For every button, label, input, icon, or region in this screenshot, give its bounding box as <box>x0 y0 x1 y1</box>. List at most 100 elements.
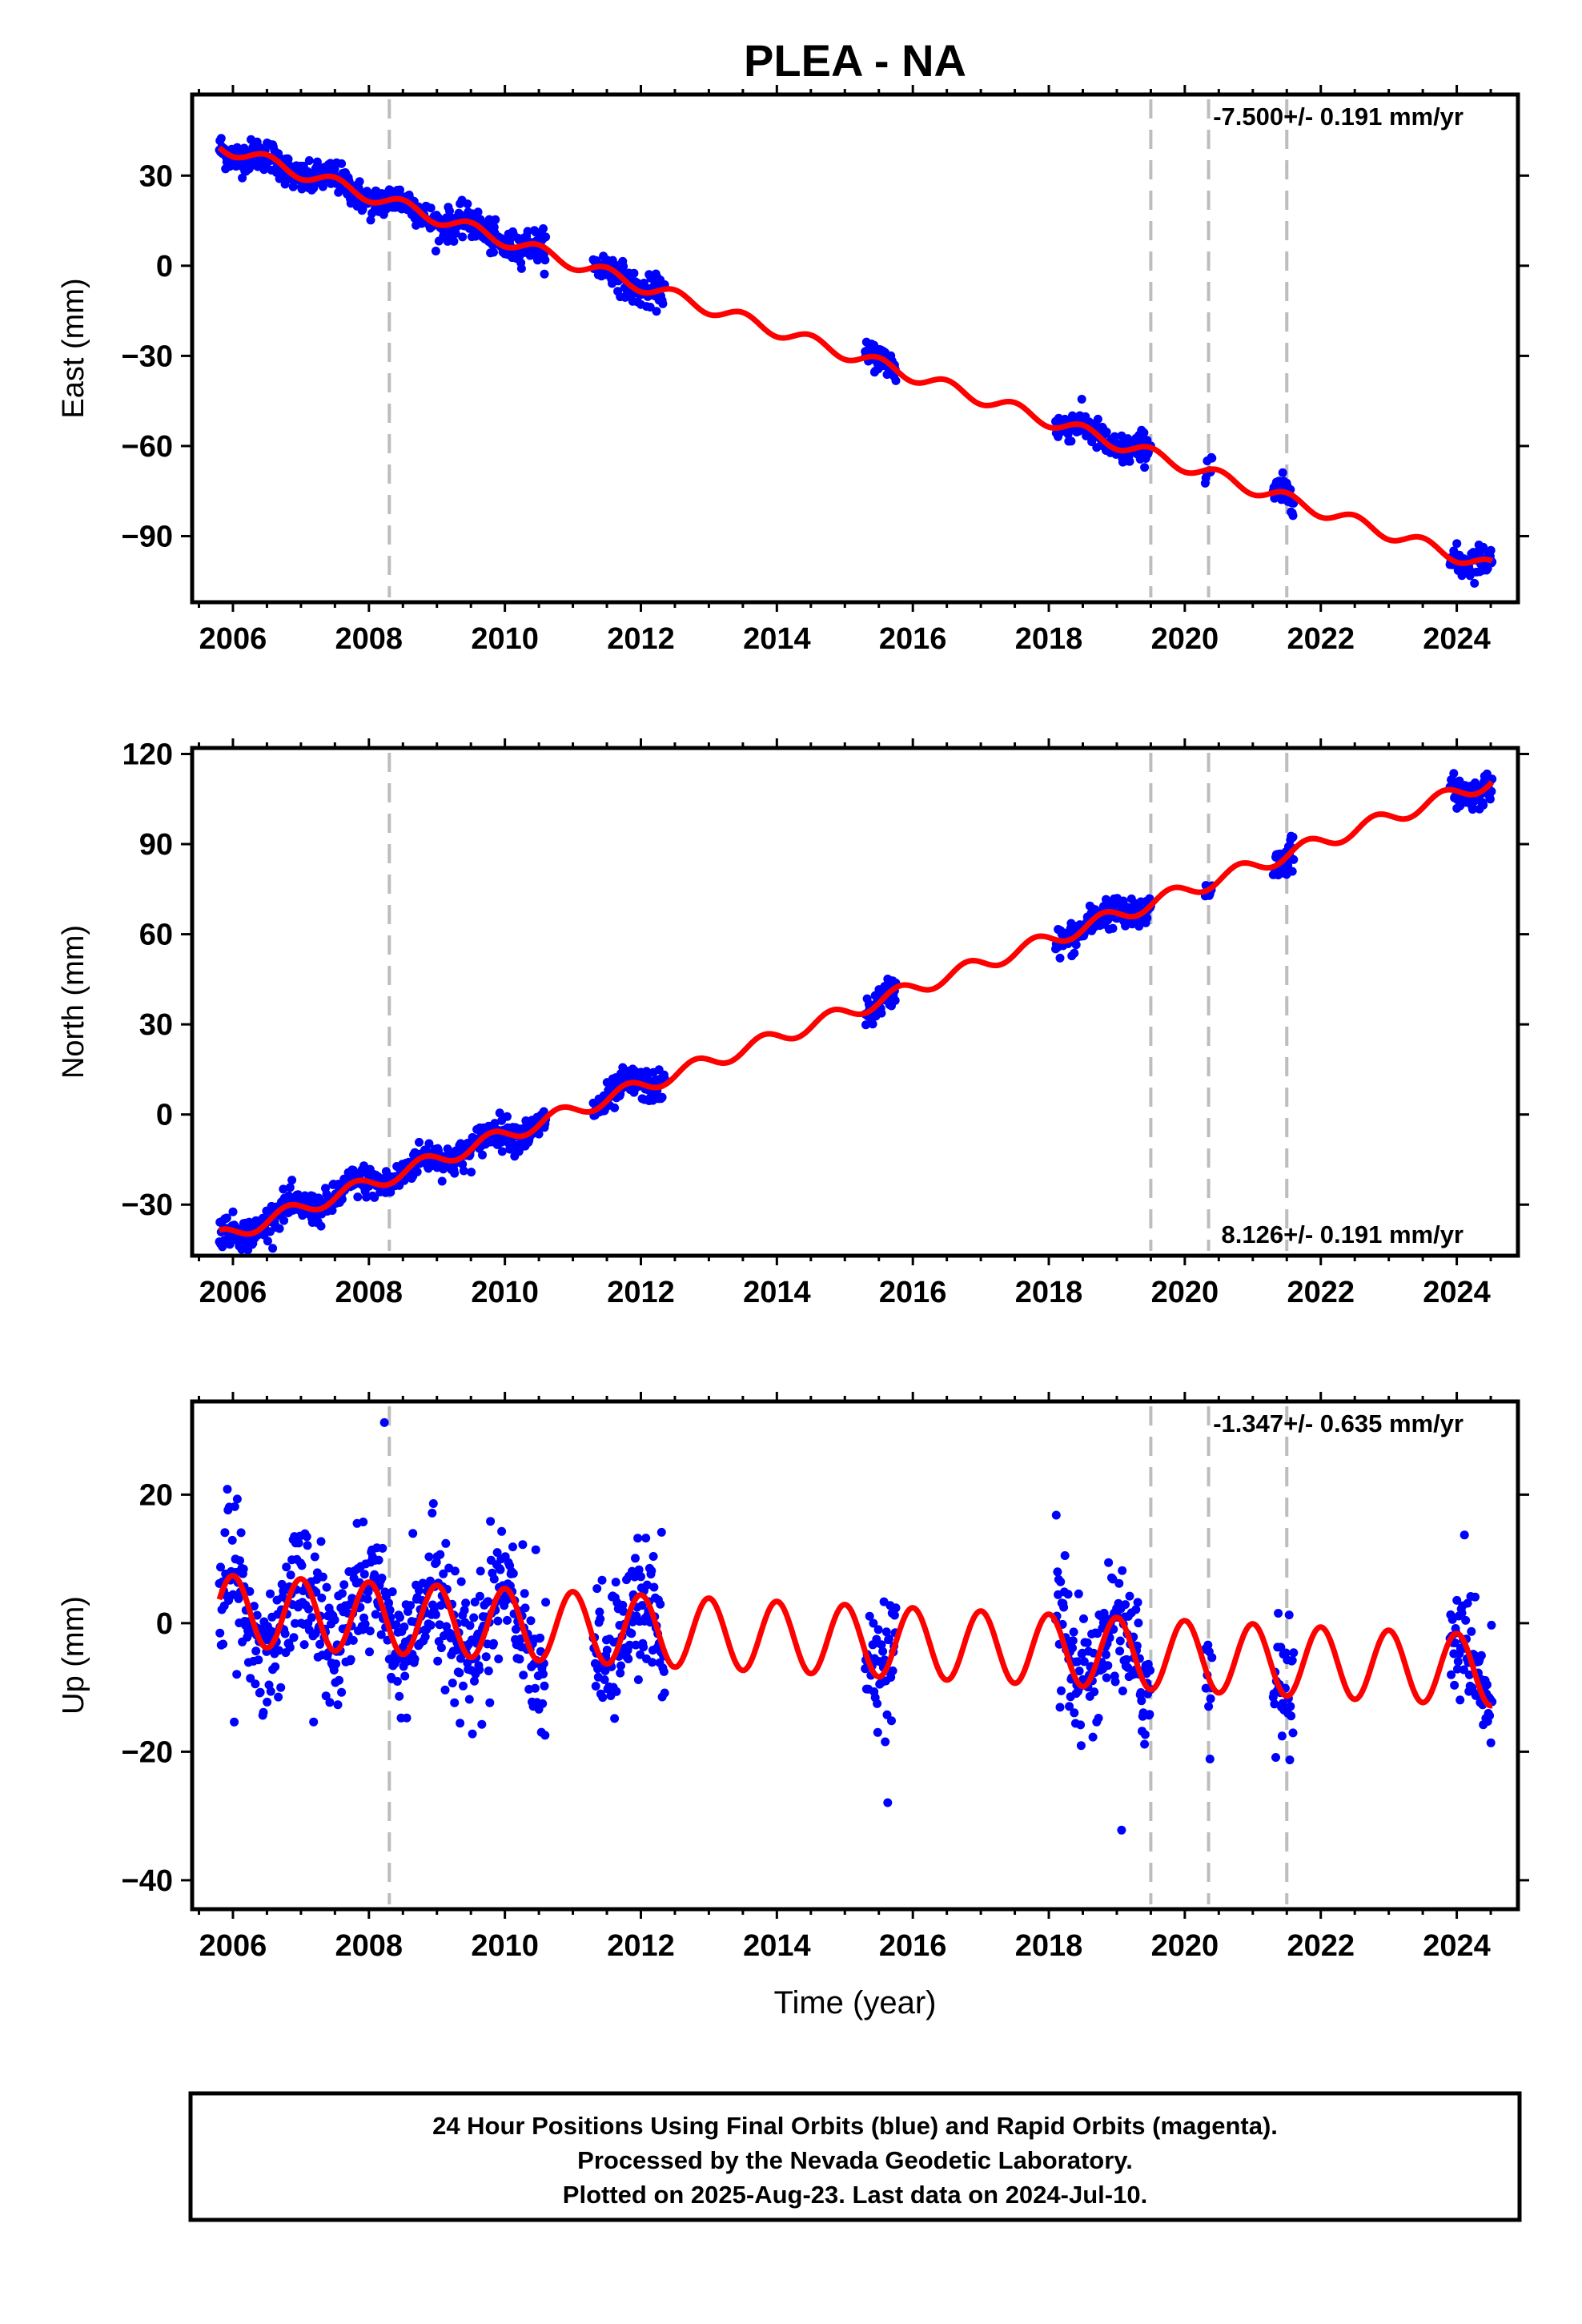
data-point <box>1281 1648 1291 1658</box>
x-tick-label-2024: 2024 <box>1423 622 1491 656</box>
data-point <box>1137 1696 1146 1706</box>
data-point <box>251 1679 260 1689</box>
data-point <box>657 1092 667 1102</box>
data-point <box>1103 915 1113 925</box>
data-point <box>255 1687 265 1697</box>
data-point <box>384 1598 393 1608</box>
data-point <box>1121 1600 1130 1610</box>
data-point <box>1457 1608 1467 1618</box>
data-point <box>541 232 551 242</box>
data-point <box>1079 1657 1089 1667</box>
data-point <box>1487 1620 1496 1630</box>
data-point <box>428 1499 438 1508</box>
data-point <box>460 1606 469 1615</box>
data-point <box>307 1613 316 1622</box>
data-point <box>266 1687 275 1696</box>
data-point <box>333 1700 343 1710</box>
x-tick-label-2014: 2014 <box>743 1276 811 1309</box>
data-point <box>486 1517 496 1526</box>
x-tick-label-2018: 2018 <box>1015 1929 1083 1963</box>
x-tick-label-2012: 2012 <box>607 1929 675 1963</box>
data-point <box>1060 1551 1070 1560</box>
x-tick-label-2008: 2008 <box>335 622 404 656</box>
data-point <box>883 1798 893 1807</box>
data-point <box>645 303 655 312</box>
data-point <box>1450 1638 1460 1647</box>
y-tick-label-up--20: −20 <box>122 1735 173 1769</box>
data-point <box>633 1675 643 1684</box>
data-point <box>526 1616 536 1626</box>
data-point <box>1288 832 1298 842</box>
x-tick-label-2006: 2006 <box>199 1929 267 1963</box>
data-point <box>426 203 436 213</box>
data-point <box>1074 1589 1083 1598</box>
x-tick-label-2024: 2024 <box>1423 1929 1491 1963</box>
data-point <box>1056 1577 1066 1586</box>
final-orbit-points-east <box>215 134 1497 588</box>
data-point <box>493 1616 503 1626</box>
data-point <box>1069 1627 1078 1637</box>
data-point <box>1063 1590 1073 1599</box>
data-point <box>611 1578 620 1587</box>
y-tick-label-up-20: 20 <box>139 1478 173 1512</box>
data-point <box>636 1572 645 1582</box>
data-point <box>481 1652 491 1662</box>
final-orbit-points-up <box>215 1417 1497 1835</box>
x-tick-label-2012: 2012 <box>607 1276 675 1309</box>
data-point <box>1286 1702 1295 1711</box>
data-point <box>216 1562 225 1572</box>
data-point <box>374 1555 383 1565</box>
data-point <box>619 1606 628 1616</box>
data-point <box>291 1618 299 1628</box>
data-point <box>1131 1605 1141 1614</box>
data-point <box>865 1611 874 1621</box>
data-point <box>431 247 440 255</box>
x-tick-label-2022: 2022 <box>1287 1276 1355 1309</box>
data-point <box>279 1586 288 1596</box>
data-point <box>440 1685 450 1695</box>
data-point <box>1482 1680 1492 1690</box>
data-point <box>302 1532 311 1542</box>
footer-line-3: Plotted on 2025-Aug-23. Last data on 202… <box>563 2181 1147 2209</box>
data-point <box>627 1629 636 1638</box>
data-point <box>508 1569 518 1578</box>
data-point <box>1070 948 1079 958</box>
data-point <box>1068 1636 1078 1646</box>
data-point <box>245 1586 255 1596</box>
data-point <box>484 1667 493 1675</box>
data-point <box>456 1719 465 1728</box>
x-tick-label-2022: 2022 <box>1287 1929 1355 1963</box>
data-point <box>365 1626 375 1636</box>
data-point <box>610 1714 620 1723</box>
y-tick-label-north-120: 120 <box>122 738 173 772</box>
data-point <box>360 1619 370 1629</box>
data-point <box>316 1221 326 1231</box>
data-point <box>400 1622 409 1631</box>
data-point <box>873 1727 882 1737</box>
data-point <box>1206 1694 1215 1703</box>
data-point <box>443 236 452 246</box>
data-point <box>631 1554 640 1563</box>
y-tick-label-north-90: 90 <box>139 828 173 862</box>
data-point <box>335 1675 343 1685</box>
north-panel: 2006 2008 2010 2012 2014 2016 2018 2020 2022 2024… <box>57 738 1529 1309</box>
data-point <box>424 1139 434 1148</box>
data-point <box>1051 1510 1061 1520</box>
x-tick-label-2016: 2016 <box>879 622 947 656</box>
data-point <box>1079 1614 1088 1623</box>
data-point <box>1140 1739 1150 1749</box>
data-point <box>222 1213 231 1223</box>
data-point <box>431 1610 440 1619</box>
data-point <box>321 1691 331 1701</box>
data-point <box>484 1597 492 1606</box>
data-point <box>449 236 459 246</box>
data-point <box>540 1681 549 1691</box>
data-point <box>468 1729 477 1739</box>
data-point <box>891 1603 901 1613</box>
data-point <box>435 1620 444 1630</box>
data-point <box>1284 1610 1294 1620</box>
footer-line-1: 24 Hour Positions Using Final Orbits (bl… <box>432 2112 1278 2140</box>
y-tick-label-east--90: −90 <box>122 520 173 553</box>
data-point <box>475 1591 484 1601</box>
x-tick-label-2006: 2006 <box>199 622 267 656</box>
